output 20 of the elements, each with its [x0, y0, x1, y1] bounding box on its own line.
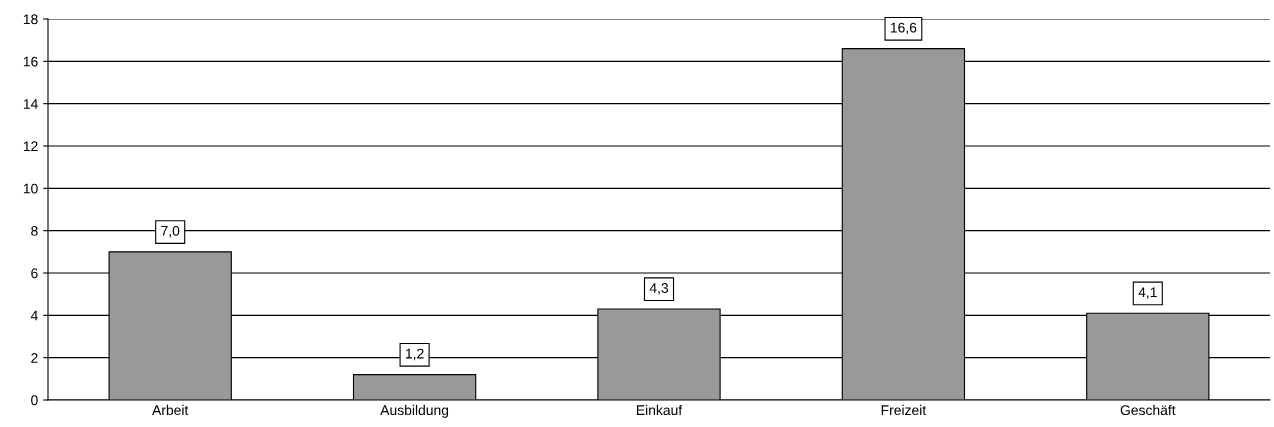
x-tick-label: Freizeit: [881, 404, 927, 416]
y-tick-label: 14: [23, 99, 38, 109]
y-tick-label: 4: [30, 310, 38, 321]
x-tick-label: Arbeit: [152, 404, 189, 416]
y-tick-label: 18: [23, 14, 38, 25]
data-label: 4,1: [1138, 287, 1157, 299]
x-tick-label: Einkauf: [636, 404, 683, 416]
y-tick-label: 2: [31, 353, 38, 363]
data-label: 1,2: [406, 348, 424, 361]
y-tick-label: 10: [23, 183, 38, 194]
y-tick-label: 16: [23, 56, 38, 67]
y-tick-label: 0: [31, 395, 38, 406]
x-tick-label: Ausbildung: [380, 404, 449, 418]
y-tick-label: 12: [23, 141, 38, 152]
data-label: 7,0: [161, 225, 180, 238]
x-tick-label: Geschäft: [1120, 404, 1176, 416]
data-label: 16,6: [890, 22, 917, 35]
data-label: 4,3: [649, 283, 669, 295]
y-tick-label: 8: [31, 226, 38, 236]
y-tick-label: 6: [31, 268, 38, 279]
